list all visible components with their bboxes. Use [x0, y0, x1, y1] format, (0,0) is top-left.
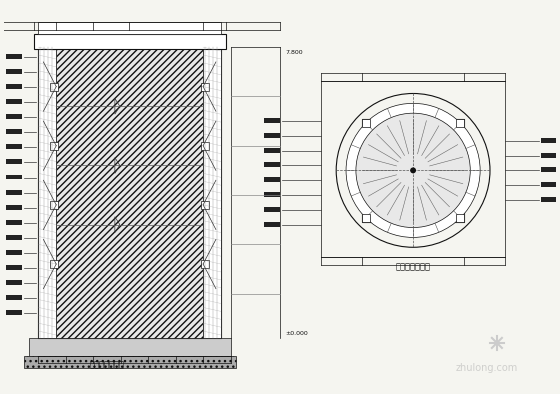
- Bar: [264, 133, 280, 138]
- Circle shape: [356, 113, 470, 228]
- Bar: [362, 119, 464, 222]
- Bar: [264, 118, 280, 123]
- Bar: [6, 295, 22, 300]
- Bar: [6, 310, 22, 315]
- Bar: [456, 214, 464, 222]
- Bar: [50, 142, 58, 150]
- Bar: [203, 47, 221, 338]
- Bar: [6, 84, 22, 89]
- Bar: [6, 99, 22, 104]
- Bar: [321, 81, 505, 257]
- Bar: [201, 201, 209, 209]
- Bar: [6, 129, 22, 134]
- Bar: [56, 47, 203, 338]
- Bar: [50, 201, 58, 209]
- Bar: [6, 160, 22, 164]
- Bar: [6, 69, 22, 74]
- Bar: [542, 167, 557, 172]
- Bar: [264, 222, 280, 227]
- Bar: [6, 190, 22, 195]
- Bar: [50, 83, 58, 91]
- Bar: [6, 220, 22, 225]
- Bar: [6, 145, 22, 149]
- Bar: [542, 152, 557, 158]
- Circle shape: [410, 167, 416, 173]
- Bar: [264, 177, 280, 182]
- Bar: [39, 47, 221, 338]
- Bar: [264, 207, 280, 212]
- Bar: [264, 148, 280, 152]
- Bar: [6, 250, 22, 255]
- Bar: [24, 356, 236, 368]
- Bar: [34, 34, 226, 49]
- Bar: [362, 214, 370, 222]
- Bar: [6, 175, 22, 180]
- Circle shape: [346, 103, 480, 238]
- Bar: [201, 83, 209, 91]
- Text: 7.800: 7.800: [285, 50, 302, 55]
- Bar: [6, 114, 22, 119]
- Bar: [6, 265, 22, 270]
- Bar: [264, 192, 280, 197]
- Bar: [362, 119, 464, 222]
- Bar: [542, 197, 557, 202]
- Bar: [201, 260, 209, 268]
- Text: ±0.000: ±0.000: [285, 331, 307, 336]
- Bar: [6, 280, 22, 285]
- Bar: [6, 204, 22, 210]
- Text: 圆柱垂直剖面图: 圆柱垂直剖面图: [90, 361, 125, 370]
- Bar: [39, 47, 56, 338]
- Bar: [542, 138, 557, 143]
- Bar: [29, 338, 231, 356]
- Bar: [456, 119, 464, 127]
- Bar: [264, 162, 280, 167]
- Bar: [39, 22, 221, 34]
- Bar: [362, 119, 370, 127]
- Text: zhulong.com: zhulong.com: [456, 362, 518, 373]
- Bar: [6, 54, 22, 59]
- Text: 圆柱水平剖面图: 圆柱水平剖面图: [395, 262, 431, 271]
- Bar: [201, 142, 209, 150]
- Bar: [6, 235, 22, 240]
- Bar: [542, 182, 557, 187]
- Bar: [50, 260, 58, 268]
